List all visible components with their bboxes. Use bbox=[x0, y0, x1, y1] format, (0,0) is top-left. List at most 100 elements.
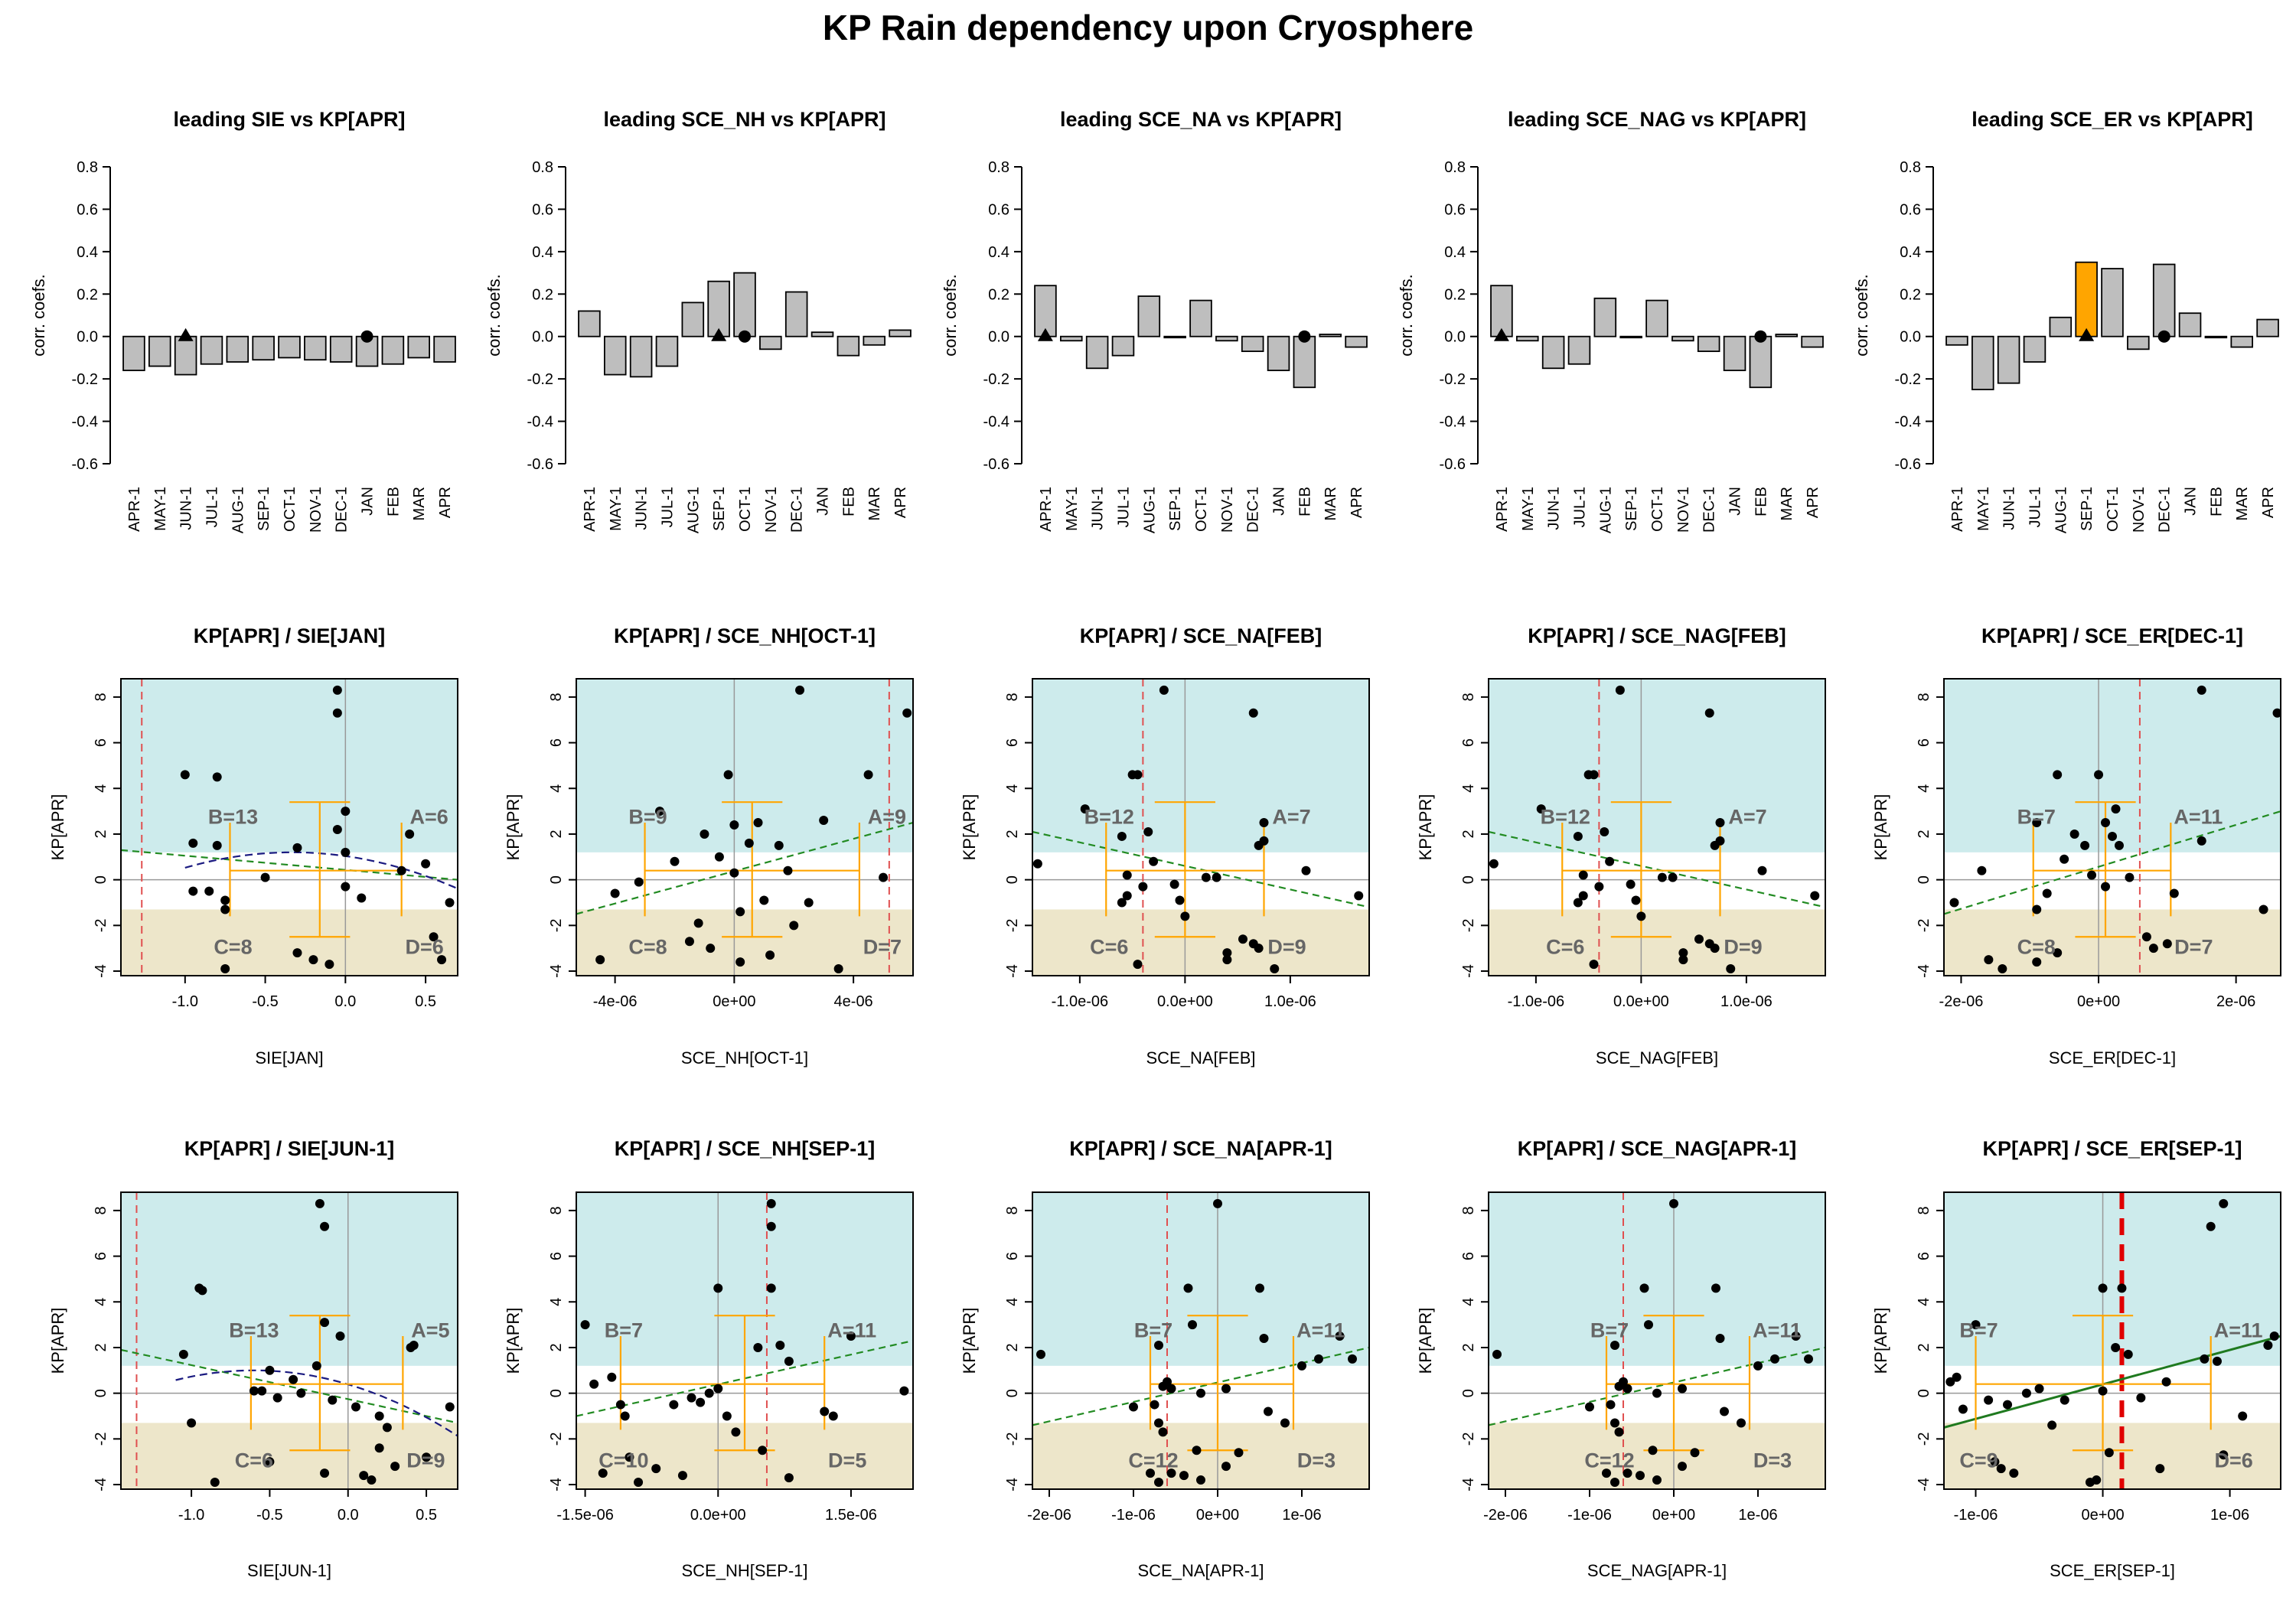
data-point bbox=[2114, 840, 2124, 850]
x-tick-label: 0.5 bbox=[416, 1507, 437, 1524]
y-tick-label: -4 bbox=[1460, 964, 1477, 978]
data-point bbox=[320, 1221, 330, 1231]
quad-label-C: C=8 bbox=[214, 936, 252, 959]
x-tick-label: JAN bbox=[1727, 487, 1744, 516]
data-point bbox=[783, 865, 793, 875]
data-point bbox=[651, 1464, 661, 1474]
y-tick-label: 4 bbox=[1460, 1298, 1477, 1306]
y-tick-label: 2 bbox=[93, 830, 109, 838]
x-tick-label: APR bbox=[2260, 487, 2277, 518]
data-point bbox=[2034, 1384, 2044, 1393]
y-tick-label: 0.4 bbox=[988, 244, 1009, 261]
x-tick-label: APR bbox=[892, 487, 909, 518]
leading-marker-triangle bbox=[2079, 328, 2095, 341]
y-tick-label: 0.8 bbox=[532, 159, 553, 176]
data-point bbox=[687, 1393, 696, 1403]
data-point bbox=[1149, 856, 1159, 866]
x-tick-label: -1.0e-06 bbox=[1052, 993, 1109, 1010]
bar bbox=[1163, 335, 1186, 339]
y-tick-label: 8 bbox=[548, 1206, 565, 1214]
leading-marker-triangle bbox=[711, 328, 727, 341]
data-point bbox=[1536, 804, 1546, 814]
y-axis-label: corr. coefs. bbox=[484, 274, 504, 357]
data-point bbox=[1610, 1478, 1619, 1488]
scatter-panel-title: KP[APR] / SCE_NA[FEB] bbox=[1080, 624, 1322, 647]
scatter-panel-3: B=12 A=7 C=6 D=9 -4 -2 0 2 4 6 8 KP[APR] -1.0e-06 0.0… bbox=[960, 624, 1370, 1068]
y-tick-label: 6 bbox=[93, 738, 109, 747]
data-point bbox=[1154, 1418, 1163, 1428]
data-point bbox=[634, 877, 644, 887]
y-tick-label: -0.6 bbox=[1440, 456, 1466, 473]
x-tick-label: SEP-1 bbox=[1623, 487, 1640, 531]
x-axis-label: SCE_NH[OCT-1] bbox=[681, 1048, 808, 1068]
y-axis-label: KP[APR] bbox=[1871, 794, 1890, 861]
y-tick-label: 4 bbox=[548, 1298, 565, 1306]
data-point bbox=[2200, 1354, 2210, 1364]
data-point bbox=[249, 1386, 259, 1396]
scatter-panel-10: B=7 A=11 C=9 D=6 -4 -2 0 2 4 6 8 KP[APR] -1e-06 0e+00… bbox=[1871, 1137, 2281, 1580]
y-tick-label: -2 bbox=[1916, 918, 1932, 932]
data-point bbox=[766, 1283, 776, 1293]
bar bbox=[863, 335, 886, 346]
bar bbox=[2230, 335, 2254, 348]
y-tick-label: 0.8 bbox=[1900, 159, 1921, 176]
panels-container: leading SIE vs KP[APR] -0.6 -0.4 -0.2 0.0 0.2… bbox=[29, 108, 2281, 1580]
data-point bbox=[784, 1356, 794, 1366]
data-point bbox=[260, 872, 270, 882]
quad-label-B: B=7 bbox=[605, 1319, 643, 1342]
quad-label-A: A=11 bbox=[1296, 1319, 1345, 1342]
y-tick-label: 8 bbox=[548, 693, 565, 701]
y-tick-label: 0.6 bbox=[77, 201, 98, 218]
data-point bbox=[1129, 1402, 1138, 1412]
y-tick-label: 2 bbox=[1916, 1343, 1932, 1351]
x-tick-label: JUL-1 bbox=[1571, 487, 1588, 527]
bar-panel-5: leading SCE_ER vs KP[APR] -0.6 -0.4 -0.2 0.0… bbox=[1852, 108, 2279, 533]
y-tick-label: -0.2 bbox=[72, 371, 98, 388]
bar bbox=[1515, 335, 1539, 342]
data-point bbox=[437, 955, 447, 965]
data-point bbox=[700, 829, 709, 839]
data-point bbox=[625, 1452, 634, 1462]
data-point bbox=[212, 840, 222, 850]
data-point bbox=[2101, 882, 2111, 892]
bar bbox=[1567, 335, 1591, 365]
data-point bbox=[341, 847, 351, 857]
x-tick-label: 0e+00 bbox=[1196, 1507, 1239, 1524]
y-tick-label: 6 bbox=[1004, 738, 1021, 747]
data-point bbox=[1188, 1320, 1197, 1330]
data-point bbox=[2098, 1283, 2108, 1293]
bar bbox=[2101, 268, 2124, 337]
y-tick-label: 0.4 bbox=[1444, 244, 1466, 261]
plot-area: B=7 A=11 C=9 D=6 bbox=[1944, 1192, 2281, 1489]
y-tick-label: 0.4 bbox=[1900, 244, 1921, 261]
data-point bbox=[1143, 826, 1153, 836]
data-point bbox=[2053, 948, 2063, 958]
x-tick-label: SEP-1 bbox=[256, 487, 272, 531]
data-point bbox=[774, 840, 784, 850]
x-tick-label: JUN-1 bbox=[178, 487, 195, 530]
data-point bbox=[723, 770, 733, 780]
quad-label-B: B=7 bbox=[1959, 1319, 1998, 1342]
bar bbox=[1267, 335, 1290, 371]
x-tick-label: JUN-1 bbox=[1546, 487, 1563, 530]
bar bbox=[1189, 299, 1212, 337]
data-point bbox=[1791, 1332, 1801, 1341]
data-point bbox=[1133, 770, 1143, 780]
data-point bbox=[846, 1332, 856, 1341]
quad-label-B: B=13 bbox=[208, 806, 258, 829]
upper-band bbox=[1489, 679, 1825, 852]
data-point bbox=[677, 1471, 687, 1481]
y-axis-label: KP[APR] bbox=[504, 1308, 523, 1374]
plot-area: B=7 A=11 C=12 D=3 bbox=[1489, 1192, 1825, 1489]
y-tick-label: 0.2 bbox=[1900, 286, 1921, 303]
data-point bbox=[1578, 891, 1588, 901]
scatter-panel-title: KP[APR] / SCE_ER[DEC-1] bbox=[1981, 624, 2243, 647]
quad-label-A: A=9 bbox=[868, 806, 906, 829]
data-point bbox=[1221, 1462, 1231, 1472]
lower-band bbox=[576, 909, 913, 976]
data-point bbox=[1166, 1384, 1176, 1393]
bar bbox=[810, 331, 834, 337]
quad-label-A: A=5 bbox=[411, 1319, 449, 1342]
y-tick-label: -4 bbox=[548, 1478, 565, 1491]
x-tick-label: JAN bbox=[1271, 487, 1288, 516]
